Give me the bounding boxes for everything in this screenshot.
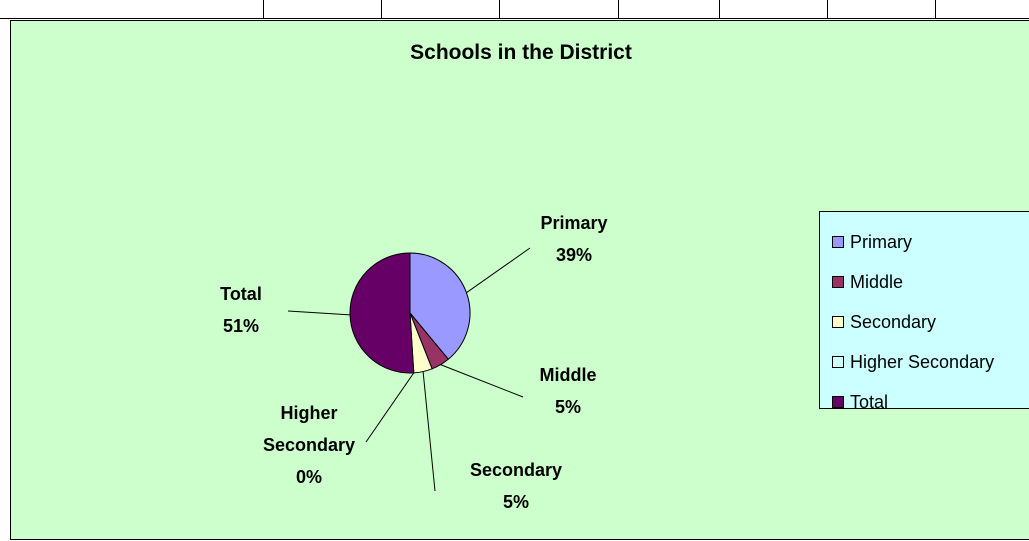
legend-label: Higher Secondary (850, 351, 995, 372)
leader-line-total (287, 310, 351, 316)
chart-area[interactable]: Schools in the District Primary 39% Middle… (10, 20, 1029, 540)
legend-label: Primary (850, 231, 912, 252)
legend-item-total[interactable]: Total (820, 382, 1029, 422)
legend-swatch (832, 276, 844, 288)
grid-cell (719, 0, 828, 18)
grid-cell (263, 0, 382, 18)
legend-item-middle[interactable]: Middle (820, 262, 1029, 302)
leader-line-higher-secondary (365, 372, 415, 443)
legend-item-higher-secondary[interactable]: Higher Secondary (820, 342, 1029, 382)
pie-chart: Primary 39% Middle 5% Secondary 5% Higher Secon… (220, 213, 607, 512)
data-label-total: Total 51% (220, 284, 262, 336)
legend-label: Middle (850, 271, 904, 292)
grid-cell (0, 0, 264, 18)
legend-label: Total (850, 391, 889, 412)
leader-line-primary (466, 247, 531, 294)
leader-line-middle (440, 364, 524, 398)
chart-title: Schools in the District (410, 41, 632, 64)
chart-legend[interactable]: Primary Middle Secondary Higher Secondary To… (819, 211, 1029, 412)
legend-swatch (832, 396, 844, 408)
pie-slice-primary[interactable] (409, 252, 471, 360)
grid-cell (935, 0, 1029, 18)
pie-slice-total[interactable] (349, 252, 415, 374)
grid-cell (827, 0, 936, 18)
legend-item-secondary[interactable]: Secondary (820, 302, 1029, 342)
grid-cell (618, 0, 720, 18)
legend-swatch (832, 236, 844, 248)
legend-swatch (832, 316, 844, 328)
grid-cell (499, 0, 619, 18)
legend-label: Secondary (850, 311, 937, 332)
data-label-higher-secondary: Higher Secondary 0% (263, 403, 355, 487)
legend-swatch (832, 356, 844, 368)
data-label-secondary: Secondary 5% (470, 460, 562, 512)
grid-cell (381, 0, 500, 18)
spreadsheet-grid-row (0, 0, 1029, 19)
data-label-middle: Middle 5% (540, 365, 597, 417)
leader-line-secondary (422, 371, 436, 492)
data-label-primary: Primary 39% (540, 213, 607, 265)
legend-item-primary[interactable]: Primary (820, 222, 1029, 262)
